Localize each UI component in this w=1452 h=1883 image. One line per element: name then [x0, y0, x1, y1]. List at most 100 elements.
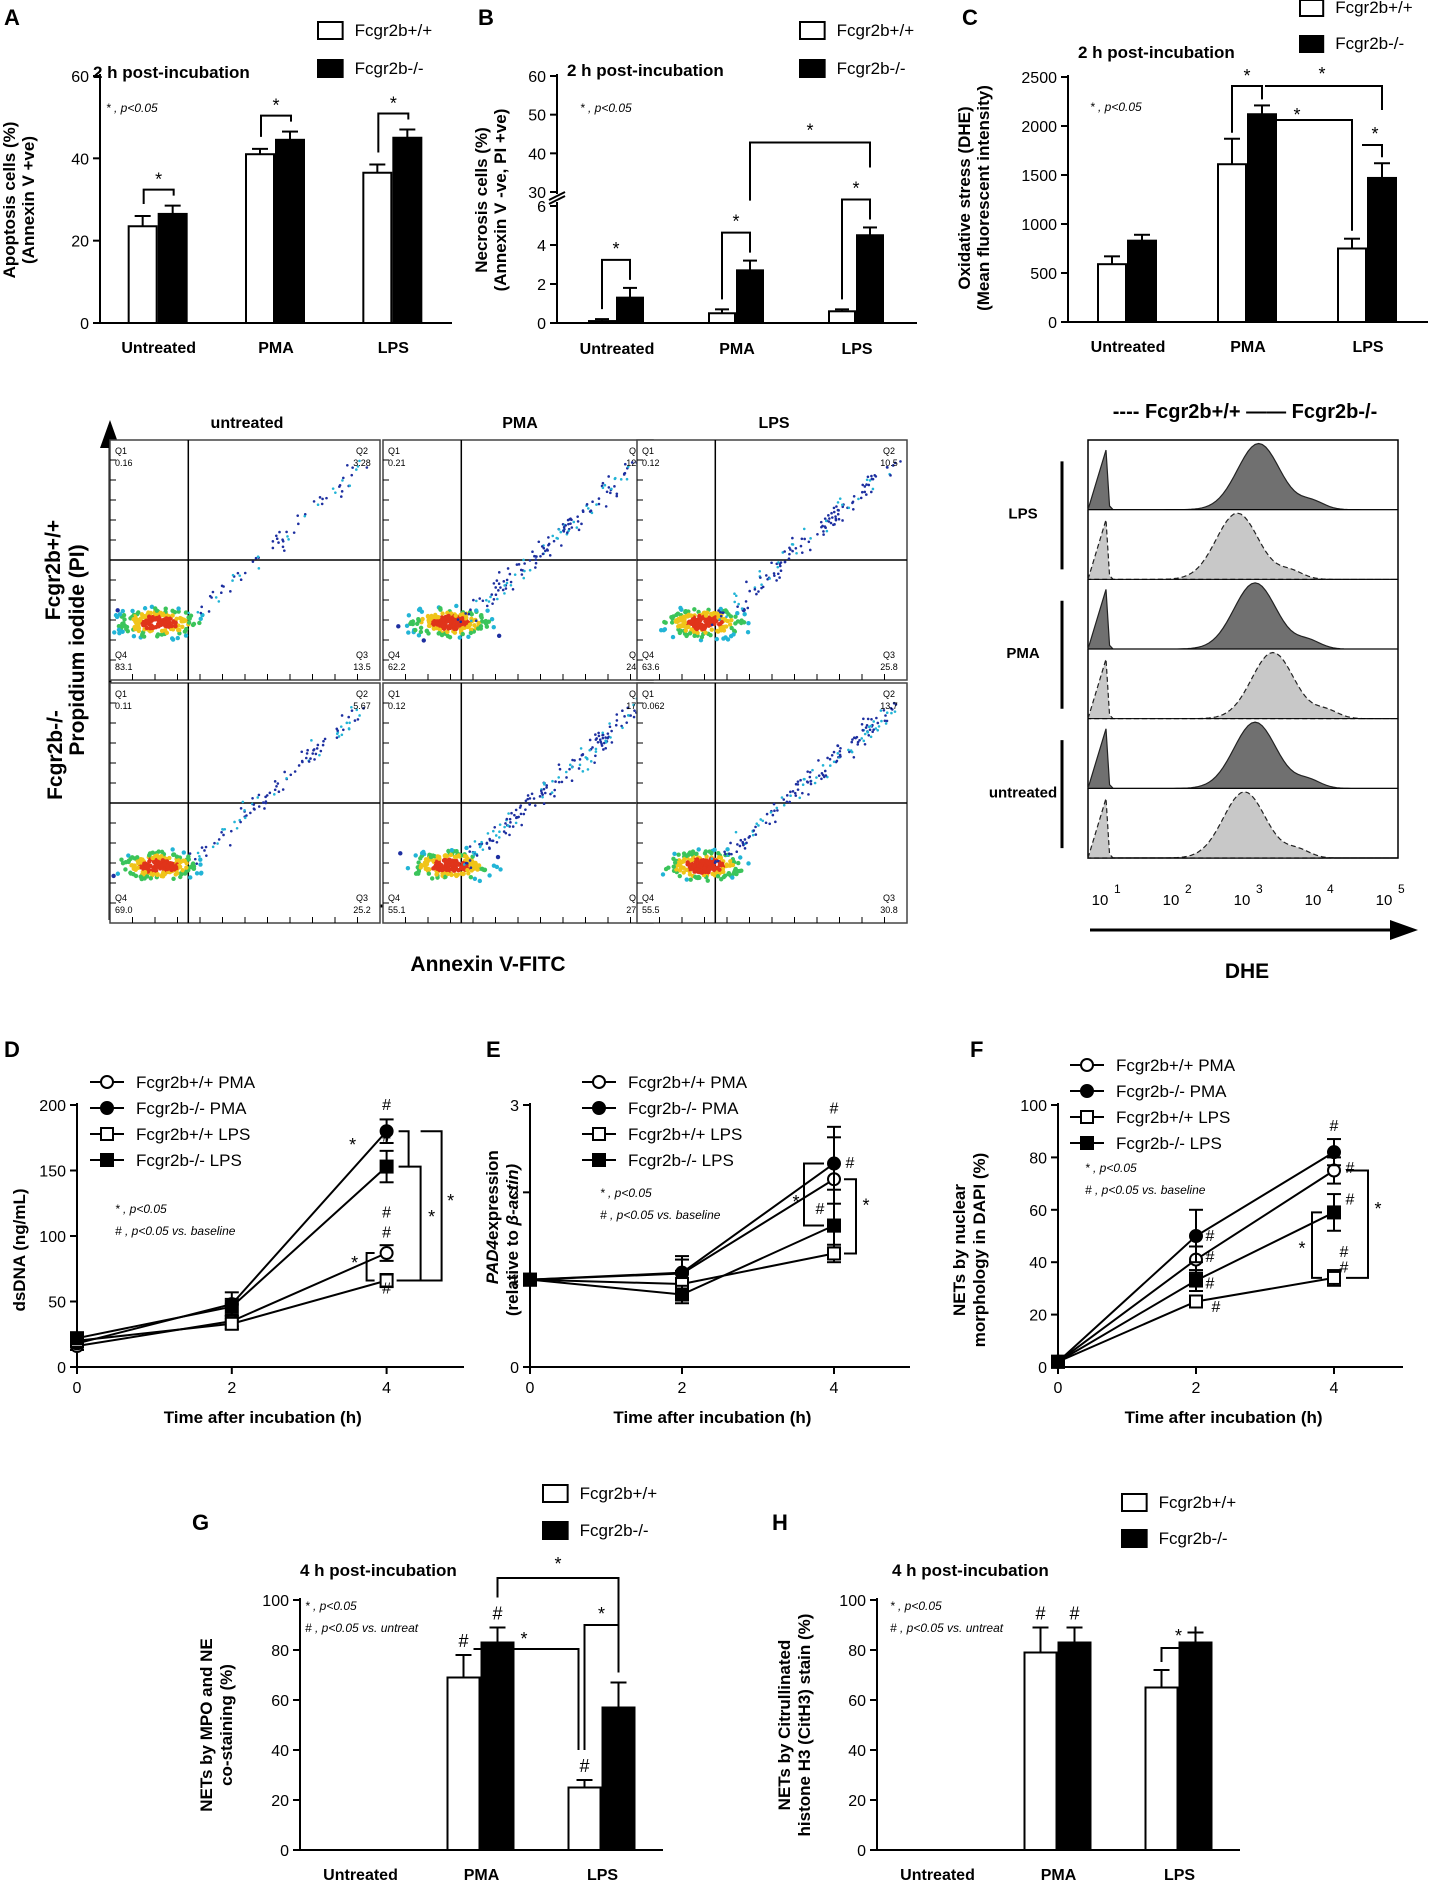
significance-bracket [365, 1252, 375, 1282]
quadrant-name: Q4 [642, 893, 654, 903]
event-dot [311, 752, 315, 755]
event-dot [217, 838, 221, 841]
data-marker [1189, 1229, 1203, 1243]
event-dot [601, 731, 605, 735]
quadrant-value-q3: 30.8 [880, 905, 898, 915]
event-dot [604, 739, 607, 743]
event-dot [860, 722, 864, 726]
event-dot [721, 874, 726, 880]
chart-title: 4 h post-incubation [892, 1561, 1049, 1580]
bar [1097, 263, 1127, 323]
event-dot [567, 529, 570, 533]
event-dot [174, 616, 179, 621]
event-dot [813, 781, 817, 785]
quadrant-value-q4: 62.2 [388, 662, 406, 672]
x-tick-base: 10 [1234, 892, 1251, 909]
event-dot [860, 737, 864, 740]
event-dot [835, 759, 839, 763]
event-dot [466, 634, 471, 640]
event-dot [112, 630, 117, 635]
y-tick-label: 50 [528, 108, 546, 125]
event-dot [347, 715, 351, 719]
event-dot [524, 799, 528, 803]
event-dot [180, 868, 185, 873]
event-dot [560, 544, 563, 547]
event-dot [347, 727, 351, 730]
event-dot [702, 626, 707, 631]
category-label: PMA [719, 341, 755, 358]
chart-title: 2 h post-incubation [567, 61, 724, 80]
hash-marker: # [382, 1281, 391, 1298]
event-dot [553, 794, 556, 798]
event-dot [150, 855, 155, 861]
event-dot [852, 494, 856, 498]
event-dot [597, 734, 601, 738]
event-dot [868, 479, 872, 482]
event-dot [788, 800, 791, 804]
x-tick-base: 10 [1376, 892, 1393, 909]
significance-bracket [1265, 85, 1383, 110]
event-dot [149, 604, 155, 610]
event-dot [737, 602, 740, 606]
data-marker [827, 1218, 841, 1233]
event-dot [195, 862, 199, 865]
event-dot [783, 560, 787, 564]
event-dot [687, 619, 692, 625]
x-tick-label: 0 [73, 1380, 82, 1397]
event-dot [714, 865, 720, 871]
event-dot [551, 779, 554, 783]
event-dot [735, 611, 740, 616]
event-dot [870, 717, 873, 721]
event-dot [581, 509, 585, 512]
event-dot [545, 786, 548, 789]
event-dot [460, 871, 466, 877]
event-dot [120, 629, 125, 634]
event-dot [528, 559, 532, 562]
event-dot [820, 525, 823, 529]
panel-letter-H: H [772, 1510, 788, 1535]
event-dot [281, 545, 285, 549]
bar [856, 234, 884, 324]
line-chart-F: 0 20 40 60 80 100 0 2 4 Time after incubation (h)… [950, 1056, 1403, 1427]
hash-marker: # [1330, 1118, 1339, 1135]
significance-bracket [142, 188, 175, 204]
event-dot [863, 490, 867, 494]
event-dot [588, 738, 592, 742]
x-axis-label: DHE [1225, 960, 1269, 983]
event-dot [493, 825, 497, 829]
event-dot [198, 862, 203, 867]
event-dot [273, 780, 277, 783]
event-dot [278, 530, 281, 534]
event-dot [454, 603, 459, 609]
event-dot [441, 626, 447, 631]
event-dot [854, 736, 857, 740]
event-dot [871, 730, 874, 734]
event-dot [691, 629, 696, 634]
bar [616, 296, 644, 324]
panel-letter-B: B [478, 5, 494, 30]
event-dot [698, 625, 703, 630]
y-tick-label: 60 [848, 1693, 866, 1710]
x-tick-label: 4 [1330, 1380, 1339, 1397]
event-dot [785, 800, 789, 804]
quadrant-value-q4: 69.0 [115, 905, 133, 915]
event-dot [757, 824, 760, 827]
event-dot [876, 721, 880, 725]
bar [1367, 176, 1397, 323]
dot-plot: Q1 0.16 Q2 3.28 Q3 13.5 Q4 83.1 [109, 439, 381, 681]
y-tick-label: 0 [57, 1360, 66, 1377]
data-marker [100, 1075, 114, 1089]
event-dot [746, 621, 751, 626]
event-dot [147, 625, 153, 631]
y-axis-label: Propidium iodide (PI) [66, 544, 89, 755]
quadrant-name: Q1 [388, 689, 400, 699]
event-dot [220, 591, 223, 595]
event-dot [426, 620, 432, 625]
event-dot [519, 568, 523, 572]
event-dot [865, 478, 869, 482]
event-dot [479, 613, 484, 618]
event-dot [256, 796, 260, 799]
quadrant-value-q3: 27.5 [626, 905, 644, 915]
event-dot [578, 763, 582, 767]
event-dot [524, 808, 527, 811]
